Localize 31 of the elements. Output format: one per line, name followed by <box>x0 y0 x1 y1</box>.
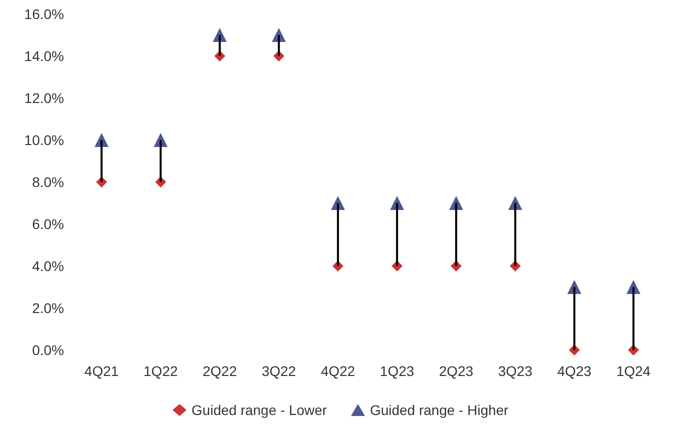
x-tick-label: 1Q22 <box>144 363 178 379</box>
y-tick-label: 2.0% <box>32 300 64 316</box>
x-tick-label: 4Q22 <box>320 363 356 379</box>
bar <box>632 287 634 350</box>
x-tick-label: 3Q22 <box>262 363 296 379</box>
y-tick-label: 16.0% <box>24 6 64 22</box>
y-tick-label: 4.0% <box>32 258 64 274</box>
x-tick-label: 4Q21 <box>84 363 119 379</box>
x-tick-label: 4Q23 <box>557 363 592 379</box>
bar <box>100 140 103 182</box>
bar <box>573 287 576 350</box>
y-tick-label: 6.0% <box>32 216 64 232</box>
x-tick-label: 1Q23 <box>380 363 414 379</box>
bar <box>278 35 280 56</box>
bar <box>218 35 221 56</box>
bar <box>396 203 398 266</box>
legend-label: Guided range - Lower <box>192 402 328 418</box>
bar <box>160 140 162 182</box>
y-tick-label: 12.0% <box>24 90 64 106</box>
x-tick-label: 2Q22 <box>202 363 238 379</box>
y-tick-label: 14.0% <box>24 48 64 64</box>
x-tick-label: 3Q23 <box>498 363 533 379</box>
y-tick-label: 0.0% <box>32 342 64 358</box>
legend-label: Guided range - Higher <box>370 402 509 418</box>
x-tick-label: 1Q24 <box>616 363 651 379</box>
y-tick-label: 8.0% <box>32 174 64 190</box>
bar <box>336 203 339 266</box>
x-tick-label: 2Q23 <box>439 363 474 379</box>
bar <box>455 203 458 266</box>
y-tick-label: 10.0% <box>24 132 64 148</box>
bar <box>514 203 516 266</box>
